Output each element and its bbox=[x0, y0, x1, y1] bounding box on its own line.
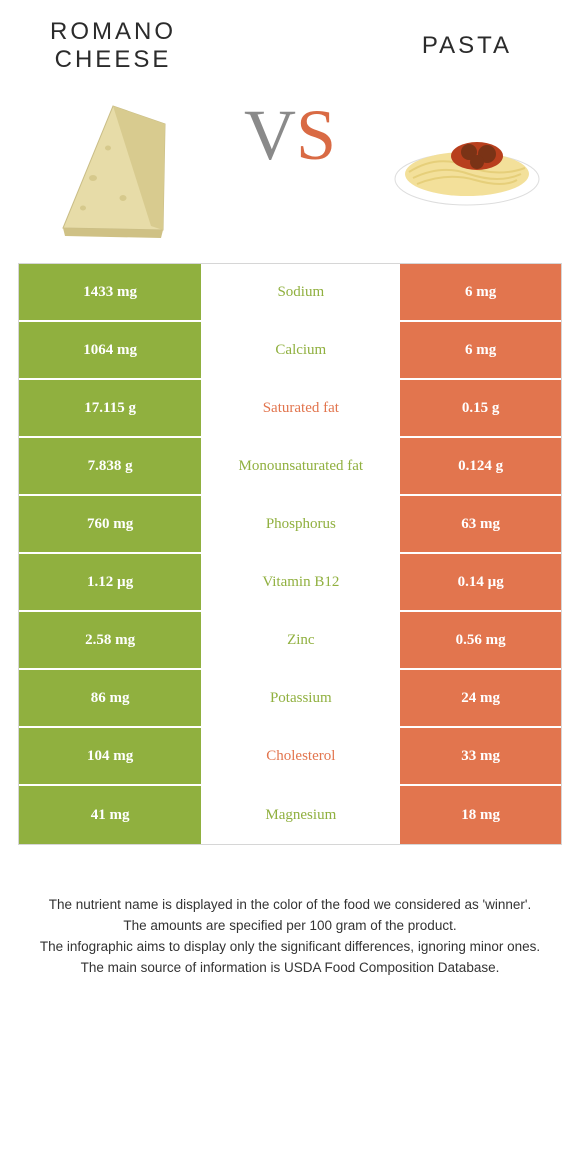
footnote-line: The infographic aims to display only the… bbox=[28, 937, 552, 958]
vs-label: VS bbox=[244, 94, 336, 177]
table-row: 17.115 gSaturated fat0.15 g bbox=[19, 380, 561, 438]
right-value: 33 mg bbox=[398, 728, 561, 784]
footnote-line: The amounts are specified per 100 gram o… bbox=[28, 916, 552, 937]
nutrient-name: Potassium bbox=[203, 670, 398, 726]
left-value: 104 mg bbox=[19, 728, 203, 784]
nutrient-name: Monounsaturated fat bbox=[203, 438, 398, 494]
table-row: 760 mgPhosphorus63 mg bbox=[19, 496, 561, 554]
footnotes: The nutrient name is displayed in the co… bbox=[18, 895, 562, 1009]
table-row: 2.58 mgZinc0.56 mg bbox=[19, 612, 561, 670]
left-value: 1064 mg bbox=[19, 322, 203, 378]
left-value: 1433 mg bbox=[19, 264, 203, 320]
right-value: 63 mg bbox=[398, 496, 561, 552]
table-row: 104 mgCholesterol33 mg bbox=[19, 728, 561, 786]
table-row: 1.12 µgVitamin B120.14 µg bbox=[19, 554, 561, 612]
right-value: 0.14 µg bbox=[398, 554, 561, 610]
cheese-image bbox=[28, 83, 198, 253]
right-value: 0.15 g bbox=[398, 380, 561, 436]
nutrient-name: Saturated fat bbox=[203, 380, 398, 436]
footnote-line: The main source of information is USDA F… bbox=[28, 958, 552, 979]
right-food-title: Pasta bbox=[372, 32, 562, 60]
pasta-image bbox=[382, 69, 552, 239]
left-value: 760 mg bbox=[19, 496, 203, 552]
vs-s: S bbox=[296, 95, 336, 175]
table-row: 1064 mgCalcium6 mg bbox=[19, 322, 561, 380]
vs-v: V bbox=[244, 95, 296, 175]
pasta-icon bbox=[387, 94, 547, 214]
left-value: 17.115 g bbox=[19, 380, 203, 436]
right-value: 0.124 g bbox=[398, 438, 561, 494]
nutrient-name: Magnesium bbox=[203, 786, 398, 844]
table-row: 1433 mgSodium6 mg bbox=[19, 264, 561, 322]
left-value: 41 mg bbox=[19, 786, 203, 844]
table-row: 41 mgMagnesium18 mg bbox=[19, 786, 561, 844]
right-value: 24 mg bbox=[398, 670, 561, 726]
nutrient-name: Cholesterol bbox=[203, 728, 398, 784]
nutrient-table: 1433 mgSodium6 mg1064 mgCalcium6 mg17.11… bbox=[18, 263, 562, 845]
infographic-container: Romano cheese VS Pasta bbox=[0, 0, 580, 1009]
left-value: 1.12 µg bbox=[19, 554, 203, 610]
footnote-line: The nutrient name is displayed in the co… bbox=[28, 895, 552, 916]
nutrient-name: Zinc bbox=[203, 612, 398, 668]
left-food-title: Romano cheese bbox=[18, 18, 208, 73]
header: Romano cheese VS Pasta bbox=[18, 18, 562, 253]
table-row: 7.838 gMonounsaturated fat0.124 g bbox=[19, 438, 561, 496]
left-food-column: Romano cheese bbox=[18, 18, 208, 253]
right-value: 6 mg bbox=[398, 264, 561, 320]
nutrient-name: Sodium bbox=[203, 264, 398, 320]
left-value: 7.838 g bbox=[19, 438, 203, 494]
left-value: 2.58 mg bbox=[19, 612, 203, 668]
nutrient-name: Vitamin B12 bbox=[203, 554, 398, 610]
right-food-column: Pasta bbox=[372, 32, 562, 240]
table-row: 86 mgPotassium24 mg bbox=[19, 670, 561, 728]
left-value: 86 mg bbox=[19, 670, 203, 726]
nutrient-name: Calcium bbox=[203, 322, 398, 378]
cheese-icon bbox=[33, 88, 193, 248]
nutrient-name: Phosphorus bbox=[203, 496, 398, 552]
right-value: 0.56 mg bbox=[398, 612, 561, 668]
right-value: 18 mg bbox=[398, 786, 561, 844]
right-value: 6 mg bbox=[398, 322, 561, 378]
